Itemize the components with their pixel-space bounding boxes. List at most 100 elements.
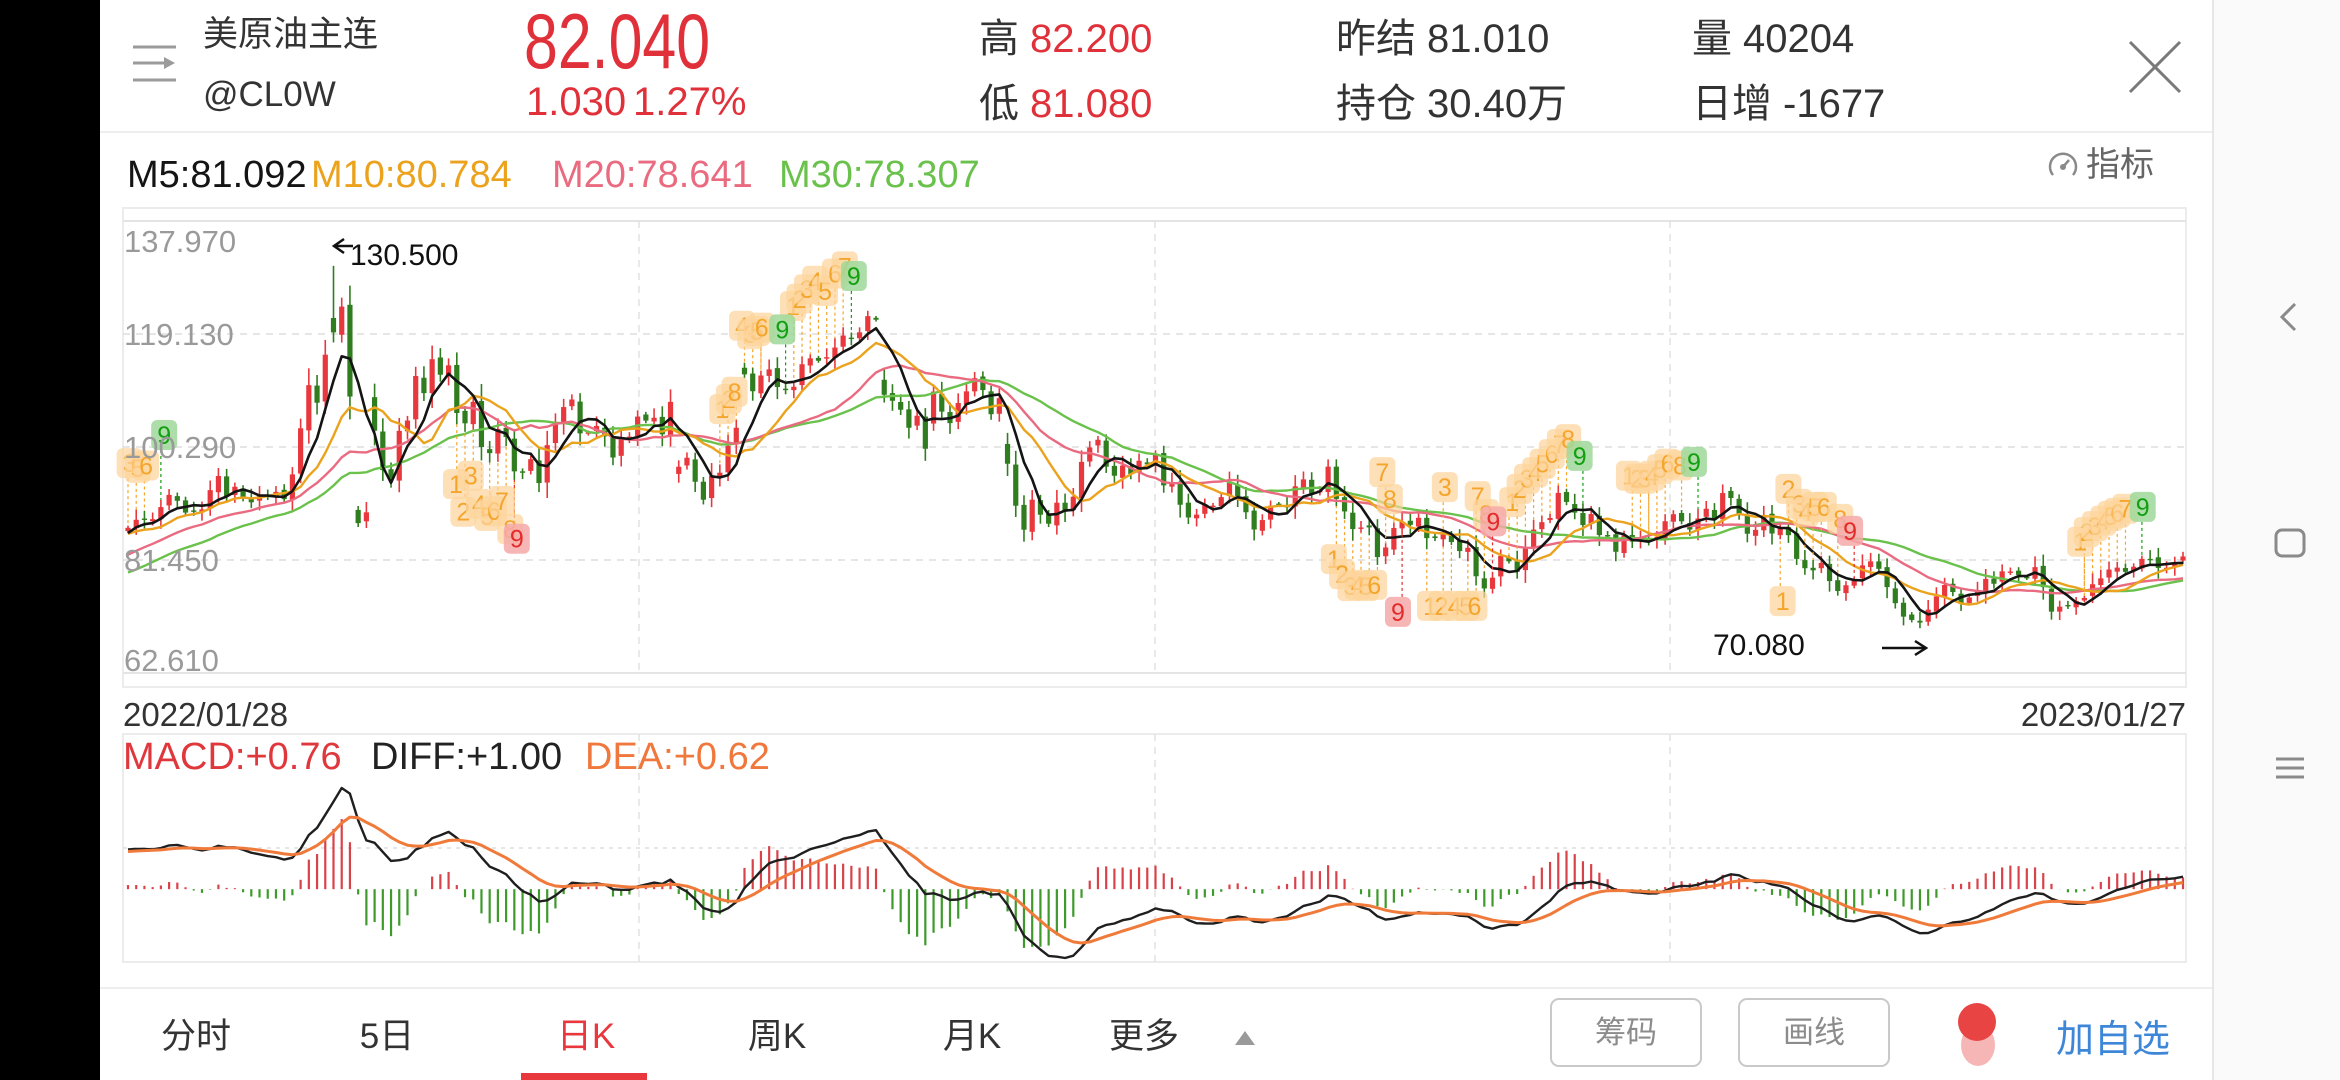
candle-up (1095, 436, 1101, 453)
candle-down (1103, 434, 1109, 473)
svg-text:9: 9 (1391, 599, 1405, 627)
candle-up (470, 396, 476, 430)
candle-up (445, 358, 452, 386)
candle-down (889, 384, 896, 411)
candle-down (774, 357, 780, 400)
candle-down (487, 440, 493, 463)
candle-up (832, 338, 838, 369)
stat-open-interest: 持仓 30.40万 (1336, 84, 1567, 124)
candle-down (2016, 567, 2022, 582)
tab-5day[interactable]: 5日 (359, 1017, 415, 1056)
candle-down (815, 355, 822, 363)
candle-down (988, 385, 994, 420)
candle-down (511, 428, 517, 480)
stat-value: 40204 (1743, 17, 1855, 61)
candle-down (741, 362, 748, 379)
draw-line-button[interactable]: 画线 (1738, 998, 1890, 1067)
candle-down (1991, 571, 1997, 589)
left-black-bar (0, 0, 100, 1080)
diff-line (127, 786, 2184, 960)
svg-text:9: 9 (2136, 494, 2150, 522)
td-marker: 9 (2129, 491, 2156, 522)
candle-down (1958, 589, 1964, 611)
candle-up (2139, 555, 2145, 572)
svg-text:9: 9 (1687, 449, 1701, 477)
stat-label: 昨结 (1336, 17, 1416, 61)
candle-up (2007, 567, 2013, 575)
candle-up (733, 419, 739, 454)
candle-down (1473, 535, 1479, 586)
svg-text:9: 9 (157, 422, 171, 450)
candle-up (339, 297, 345, 343)
back-button[interactable] (2262, 289, 2318, 345)
chips-button[interactable]: 筹码 (1550, 998, 1702, 1067)
candle-up (1670, 510, 1676, 530)
bottom-divider (100, 987, 2212, 989)
candle-down (1835, 574, 1841, 596)
candle-up (1325, 459, 1331, 503)
candle-down (1563, 488, 1570, 506)
home-button[interactable] (2262, 515, 2318, 571)
svg-text:9: 9 (775, 316, 789, 344)
high-price-annotation: 130.500 (350, 239, 459, 272)
candle-down (2147, 550, 2153, 565)
close-button[interactable] (2118, 32, 2188, 102)
tab-intraday[interactable]: 分时 (160, 1017, 231, 1056)
tab-monthly-k[interactable]: 月K (942, 1017, 1002, 1056)
td-marker: 9 (769, 314, 796, 345)
candle-down (1629, 525, 1635, 548)
macd-panel-frame (122, 733, 2187, 963)
td-marker: 8 (1376, 484, 1403, 515)
recents-button[interactable] (2262, 740, 2318, 796)
svg-text:1: 1 (1776, 588, 1790, 616)
candle-up (684, 452, 690, 470)
svg-text:9: 9 (1573, 443, 1587, 471)
candle-down (1185, 493, 1191, 525)
candle-up (2073, 597, 2079, 615)
floating-record-button[interactable] (1958, 1003, 1996, 1041)
tab-daily-k[interactable]: 日K (556, 1017, 616, 1056)
tab-more[interactable]: 更多 (1108, 1017, 1179, 1056)
price-tick-label: 119.130 (124, 317, 234, 352)
stat-low: 低 81.080 (979, 84, 1152, 124)
stat-value: 82.200 (1030, 17, 1153, 61)
svg-text:6: 6 (1367, 572, 1381, 600)
candle-down (700, 476, 706, 505)
add-to-watchlist-button[interactable]: 加自选 (2056, 1019, 2171, 1061)
td-marker: 9 (151, 419, 178, 450)
start-date-label: 2022/01/28 (123, 696, 289, 733)
candle-down (1013, 450, 1019, 518)
candle-down (610, 426, 616, 466)
ma10-line (127, 341, 2184, 606)
candle-down (330, 265, 337, 343)
candle-up (2114, 561, 2120, 580)
square-icon (2274, 528, 2306, 558)
list-arrow-icon (133, 45, 176, 82)
triangle-up-icon[interactable] (1234, 1030, 1256, 1046)
candle-down (1161, 445, 1167, 493)
candle-down (1678, 509, 1685, 525)
td-marker: 9 (503, 523, 530, 554)
low-price-annotation: 70.080 (1713, 629, 1805, 662)
td-marker: 9 (1837, 515, 1864, 546)
candle-down (848, 332, 854, 346)
candle-up (618, 430, 624, 467)
td-marker: 9 (1480, 506, 1507, 537)
candle-down (939, 381, 945, 420)
candle-up (1358, 520, 1364, 533)
chevron-left-icon (2279, 302, 2297, 332)
svg-text:3: 3 (464, 463, 478, 491)
candle-down (1062, 493, 1068, 523)
macd-value: MACD:+0.76 (123, 736, 342, 778)
td-marker: 9 (1384, 596, 1411, 627)
candle-up (322, 339, 328, 414)
instrument-list-button[interactable] (128, 40, 180, 88)
indicator-button[interactable]: 指标 (2040, 146, 2160, 184)
candle-up (404, 415, 411, 440)
candle-up (552, 413, 559, 451)
tab-weekly-k[interactable]: 周K (747, 1017, 807, 1056)
td-marker: 8 (721, 376, 748, 407)
price-change: 1.030 (526, 80, 627, 124)
td-marker: 7 (1369, 457, 1396, 488)
